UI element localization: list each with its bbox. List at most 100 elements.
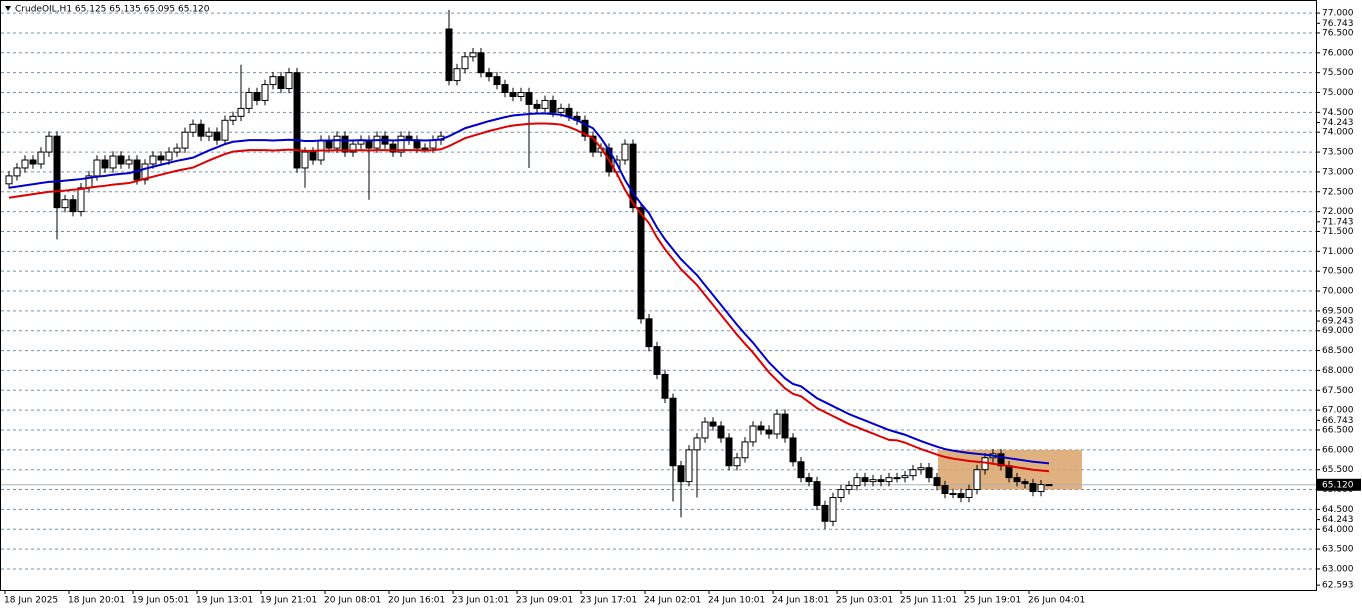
candle-body bbox=[301, 151, 309, 169]
y-tick-label: 66.000 bbox=[1322, 445, 1354, 455]
candle-body bbox=[501, 84, 509, 94]
y-tick-label: 68.500 bbox=[1322, 346, 1354, 356]
y-tick-label: 73.000 bbox=[1322, 167, 1354, 177]
chart-title: CrudeOIL,H1 65.125 65.135 65.095 65.120 bbox=[15, 5, 210, 15]
candle-body bbox=[13, 167, 21, 177]
candle-body bbox=[221, 119, 229, 141]
candle-body bbox=[589, 135, 597, 153]
candle-body bbox=[461, 56, 469, 70]
candle-body bbox=[933, 477, 941, 487]
x-tick-label: 20 Jun 16:01 bbox=[388, 596, 445, 606]
candle-body bbox=[525, 92, 533, 105]
candle-body bbox=[253, 92, 261, 101]
candle-body bbox=[149, 155, 157, 165]
y-tick-label: 65.500 bbox=[1322, 465, 1354, 475]
indicator-line bbox=[8, 112, 1050, 465]
y-tick-label: 73.500 bbox=[1322, 148, 1354, 158]
candle-body bbox=[549, 99, 557, 113]
candle-body bbox=[141, 163, 149, 181]
candle-body bbox=[877, 479, 885, 483]
candle-body bbox=[69, 199, 77, 213]
candle-body bbox=[533, 103, 541, 109]
menu-arrow bbox=[5, 6, 11, 11]
candle-body bbox=[29, 159, 37, 165]
candle-body bbox=[733, 457, 741, 467]
y-tick-label: 66.743 bbox=[1322, 416, 1354, 426]
candle-body bbox=[485, 72, 493, 78]
x-tick-label: 26 Jun 04:01 bbox=[1028, 596, 1085, 606]
candle-body bbox=[237, 107, 245, 117]
candle-body bbox=[5, 175, 13, 185]
candle-body bbox=[645, 318, 653, 348]
x-tick-label: 24 Jun 02:01 bbox=[644, 596, 701, 606]
candle-body bbox=[293, 72, 301, 169]
candle-body bbox=[181, 131, 189, 149]
candle-body bbox=[309, 151, 317, 161]
candle-body bbox=[373, 135, 381, 149]
y-tick-label: 62.593 bbox=[1322, 581, 1354, 591]
candle-body bbox=[125, 159, 133, 165]
candle-body bbox=[765, 429, 773, 435]
candle-body bbox=[565, 107, 573, 117]
candle-body bbox=[653, 346, 661, 375]
candle-body bbox=[45, 135, 53, 153]
candle-body bbox=[725, 437, 733, 467]
y-tick-label: 71.743 bbox=[1322, 217, 1354, 227]
candle-body bbox=[477, 52, 485, 74]
x-tick-label: 18 Jun 2025 bbox=[4, 596, 58, 606]
candle-body bbox=[669, 397, 677, 467]
candle-body bbox=[541, 99, 549, 109]
candle-body bbox=[813, 481, 821, 506]
y-tick-label: 68.000 bbox=[1322, 366, 1354, 376]
y-tick-label: 70.000 bbox=[1322, 287, 1354, 297]
candle-body bbox=[693, 437, 701, 451]
candle-body bbox=[909, 469, 917, 477]
candle-body bbox=[757, 425, 765, 431]
candle-body bbox=[101, 159, 109, 169]
candle-body bbox=[53, 135, 61, 209]
candle-body bbox=[117, 155, 125, 165]
candle-body bbox=[629, 143, 637, 209]
y-tick-label: 64.500 bbox=[1322, 505, 1354, 515]
candle-body bbox=[421, 147, 429, 150]
candle-body bbox=[781, 413, 789, 439]
candle-body bbox=[1021, 481, 1029, 485]
y-tick-label: 74.243 bbox=[1322, 118, 1354, 128]
candle-body bbox=[397, 135, 405, 153]
candle-body bbox=[61, 199, 69, 209]
candle-body bbox=[517, 92, 525, 97]
y-tick-label: 66.500 bbox=[1322, 425, 1354, 435]
y-tick-label: 74.500 bbox=[1322, 108, 1354, 118]
x-tick-label: 19 Jun 05:01 bbox=[132, 596, 189, 606]
candle-body bbox=[77, 187, 85, 213]
candle-body bbox=[893, 477, 901, 480]
y-tick-label: 76.743 bbox=[1322, 19, 1354, 29]
y-tick-label: 69.500 bbox=[1322, 306, 1354, 316]
y-tick-label: 74.000 bbox=[1322, 128, 1354, 138]
candle-body bbox=[789, 437, 797, 463]
candle-body bbox=[901, 475, 909, 479]
x-tick-label: 24 Jun 18:01 bbox=[772, 596, 829, 606]
candle-body bbox=[701, 421, 709, 439]
candle-body bbox=[1037, 484, 1045, 493]
candle-body bbox=[581, 119, 589, 137]
candle-body bbox=[941, 485, 949, 495]
y-tick-label: 69.000 bbox=[1322, 326, 1354, 336]
candle-body bbox=[749, 425, 757, 443]
candle-body bbox=[885, 477, 893, 483]
candle-body bbox=[925, 467, 933, 479]
y-tick-label: 64.000 bbox=[1322, 525, 1354, 535]
candle-body bbox=[453, 68, 461, 82]
y-tick-label: 63.500 bbox=[1322, 545, 1354, 555]
y-tick-label: 67.500 bbox=[1322, 386, 1354, 396]
candle-body bbox=[773, 413, 781, 435]
candle-body bbox=[261, 84, 269, 101]
candle-body bbox=[917, 467, 925, 471]
candle-body bbox=[157, 155, 165, 161]
y-tick-label: 75.000 bbox=[1322, 88, 1354, 98]
candle-body bbox=[869, 479, 877, 483]
x-tick-label: 23 Jun 01:01 bbox=[452, 596, 509, 606]
y-tick-label: 76.000 bbox=[1322, 48, 1354, 58]
y-tick-label: 76.500 bbox=[1322, 28, 1354, 38]
